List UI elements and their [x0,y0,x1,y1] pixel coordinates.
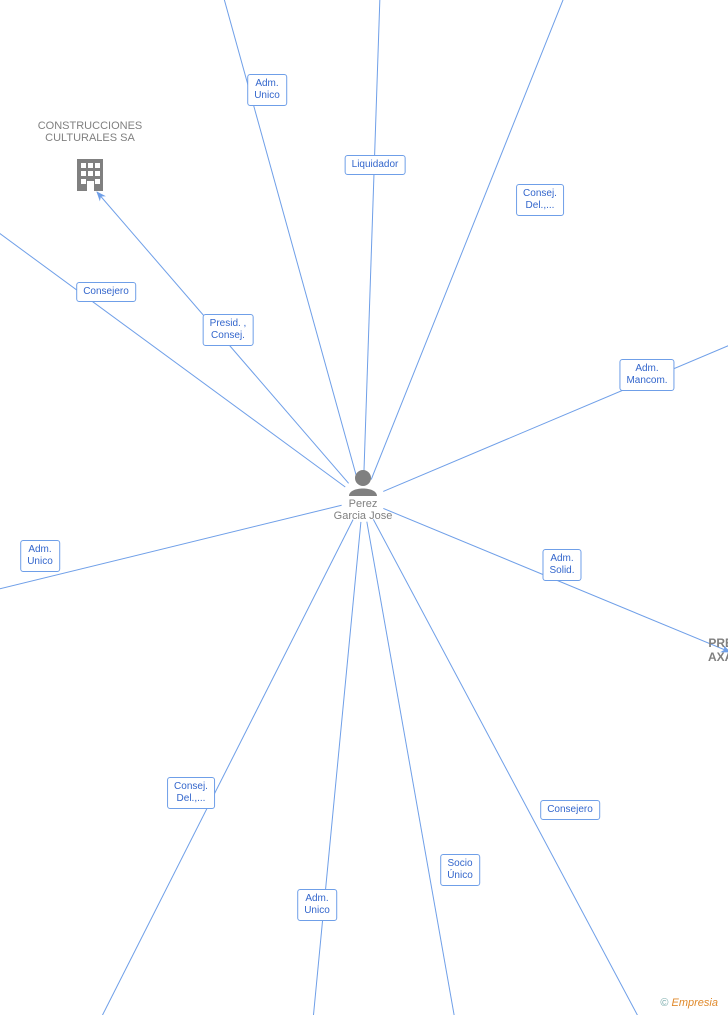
edge-line [223,0,357,479]
building-icon [77,159,103,191]
node-label[interactable]: PRE AXA [708,636,728,664]
edge-line [367,522,455,1015]
edge-line [313,522,361,1015]
edge-label[interactable]: Adm. Mancom. [619,359,674,391]
edge-label[interactable]: Consejero [76,282,136,302]
copyright-symbol: © [660,997,668,1009]
edge-label[interactable]: Socio Único [440,854,480,886]
node-label[interactable]: CONSTRUCCIONES CULTURALES SA [38,120,143,144]
edge-line [100,520,353,1015]
person-icon [349,470,377,496]
edge-label[interactable]: Consej. Del.,... [167,777,215,809]
edge-label[interactable]: Presid. , Consej. [203,314,254,346]
edge-line [364,0,380,478]
edge-label[interactable]: Adm. Unico [20,540,60,572]
edge-label[interactable]: Consejero [540,800,600,820]
edge-line [383,345,728,491]
edge-line [373,519,640,1015]
edge-line [371,0,565,480]
edge-label[interactable]: Adm. Solid. [542,549,581,581]
edge-label[interactable]: Liquidador [345,155,406,175]
edge-label[interactable]: Consej. Del.,... [516,184,564,216]
edge-label[interactable]: Adm. Unico [297,889,337,921]
copyright: © Empresia [660,997,718,1009]
copyright-brand: Empresia [672,997,718,1009]
edge-line [0,230,345,487]
edge-label[interactable]: Adm. Unico [247,74,287,106]
center-node-label: Perez Garcia Jose [334,498,393,522]
